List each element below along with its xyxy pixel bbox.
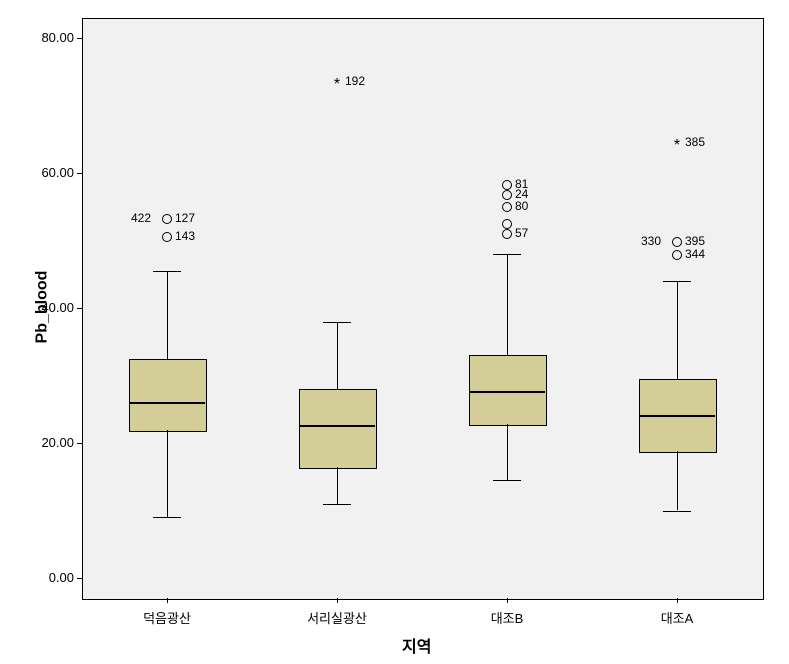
outlier-label: 127 [175,211,195,225]
y-tick-label: 80.00 [41,30,74,45]
outlier-label: 330 [641,234,661,248]
outlier-extreme: * [674,138,680,154]
whisker-upper [507,254,508,355]
y-tick-label: 60.00 [41,165,74,180]
y-tick-label: 0.00 [49,570,74,585]
whisker-upper [167,271,168,359]
median-line [469,391,546,393]
whisker-cap [663,511,691,512]
box [299,389,378,469]
outlier-label: 385 [685,135,705,149]
outlier-extreme: * [334,77,340,93]
y-tick [77,578,82,579]
median-line [299,425,376,427]
whisker-cap [493,254,521,255]
outlier-mild [672,250,682,260]
outlier-label: 192 [345,74,365,88]
whisker-cap [663,281,691,282]
outlier-label: 80 [515,199,528,213]
box [129,359,208,432]
x-tick [337,598,338,603]
y-tick [77,308,82,309]
whisker-lower [337,467,338,504]
median-line [639,415,716,417]
x-tick-label: 덕음광산 [143,608,191,627]
y-tick [77,173,82,174]
outlier-label: 395 [685,234,705,248]
y-tick [77,443,82,444]
outlier-mild [502,229,512,239]
median-line [129,402,206,404]
whisker-cap [153,271,181,272]
outlier-label: 57 [515,226,528,240]
x-tick-label: 서리실광산 [307,608,367,627]
x-tick [167,598,168,603]
outlier-label: 344 [685,247,705,261]
outlier-label: 422 [131,211,151,225]
x-tick [507,598,508,603]
whisker-cap [493,480,521,481]
whisker-upper [337,322,338,390]
x-tick-label: 대조A [661,608,694,627]
y-tick-label: 40.00 [41,300,74,315]
x-tick [677,598,678,603]
outlier-mild [502,219,512,229]
whisker-cap [323,322,351,323]
x-tick-label: 대조B [491,608,524,627]
outlier-mild [502,202,512,212]
outlier-mild [502,190,512,200]
plot-area [82,18,764,600]
whisker-lower [167,430,168,518]
whisker-cap [323,504,351,505]
outlier-mild [162,232,172,242]
x-axis-label: 지역 [402,633,431,657]
y-tick-label: 20.00 [41,435,74,450]
outlier-label: 143 [175,229,195,243]
outlier-mild [672,237,682,247]
outlier-mild [162,214,172,224]
chart-container: Pb_blood 지역 0.0020.0040.0060.0080.00덕음광산… [0,0,789,664]
whisker-cap [153,517,181,518]
whisker-lower [507,424,508,480]
whisker-lower [677,451,678,510]
y-tick [77,38,82,39]
whisker-upper [677,281,678,379]
